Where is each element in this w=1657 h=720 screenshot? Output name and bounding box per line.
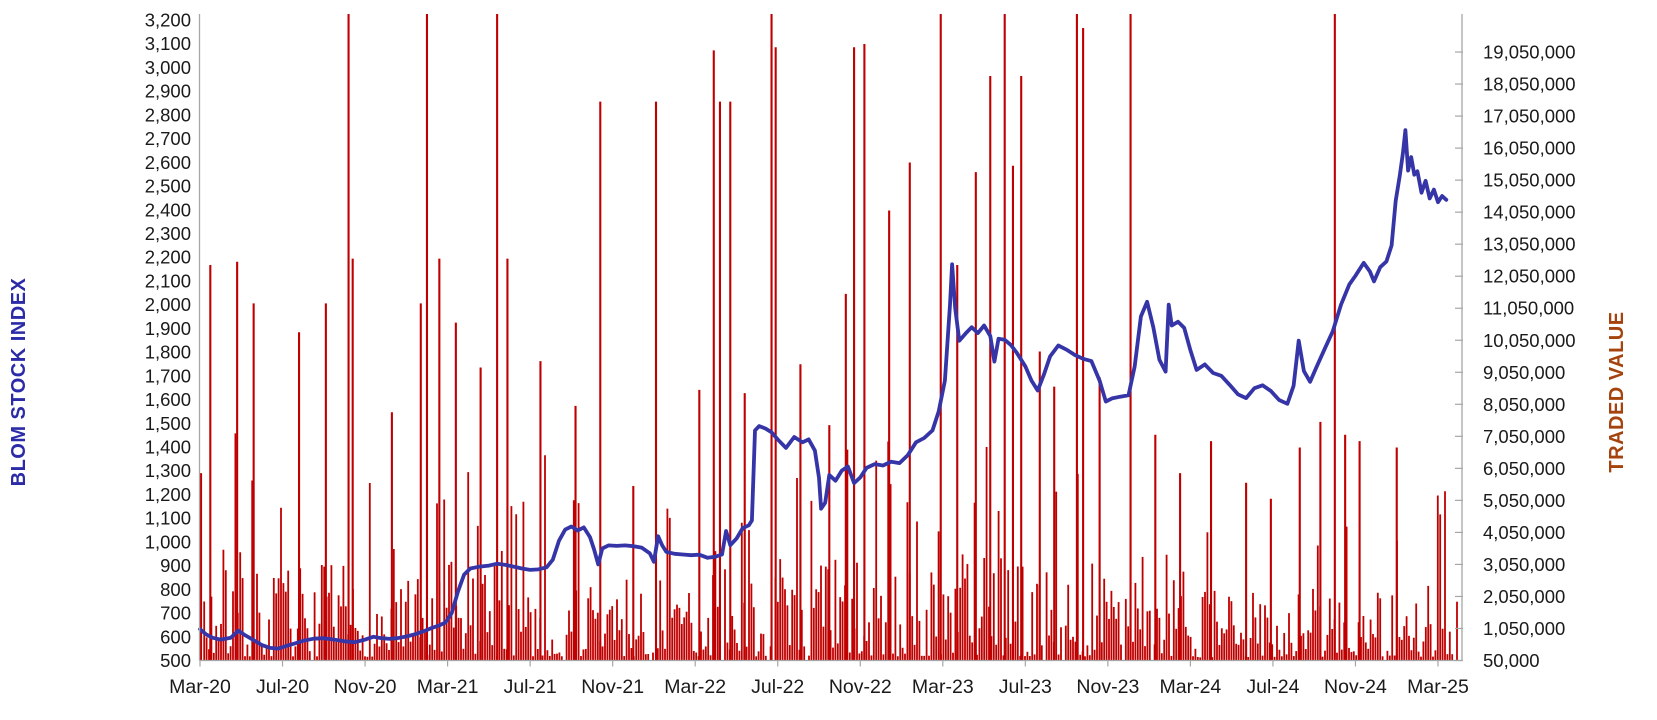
- svg-text:2,500: 2,500: [145, 176, 191, 197]
- svg-text:7,050,000: 7,050,000: [1483, 426, 1565, 447]
- svg-text:50,000: 50,000: [1483, 650, 1540, 671]
- svg-text:800: 800: [160, 579, 191, 600]
- svg-text:17,050,000: 17,050,000: [1483, 106, 1576, 127]
- svg-text:1,000: 1,000: [145, 531, 191, 552]
- svg-text:Jul-23: Jul-23: [999, 676, 1052, 698]
- svg-text:8,050,000: 8,050,000: [1483, 394, 1565, 415]
- svg-text:2,050,000: 2,050,000: [1483, 586, 1565, 607]
- svg-text:900: 900: [160, 555, 191, 576]
- index-line: [198, 128, 1449, 651]
- svg-text:3,000: 3,000: [145, 57, 191, 78]
- svg-text:15,050,000: 15,050,000: [1483, 170, 1576, 191]
- svg-text:Nov-20: Nov-20: [334, 676, 397, 698]
- svg-text:19,050,000: 19,050,000: [1483, 42, 1576, 63]
- right-axis-tick-labels: 19,050,000 18,050,000 17,050,000 16,050,000…: [1483, 42, 1576, 671]
- svg-text:3,050,000: 3,050,000: [1483, 554, 1565, 575]
- svg-text:2,600: 2,600: [145, 152, 191, 173]
- svg-text:Nov-24: Nov-24: [1324, 676, 1387, 698]
- svg-text:1,400: 1,400: [145, 437, 191, 458]
- svg-text:Mar-20: Mar-20: [169, 676, 231, 698]
- axis-lines: [198, 14, 1463, 667]
- svg-text:1,500: 1,500: [145, 413, 191, 434]
- svg-text:Jul-24: Jul-24: [1246, 676, 1299, 698]
- svg-text:Mar-22: Mar-22: [664, 676, 726, 698]
- svg-text:Jul-21: Jul-21: [504, 676, 557, 698]
- svg-text:13,050,000: 13,050,000: [1483, 234, 1576, 255]
- svg-text:11,050,000: 11,050,000: [1483, 298, 1574, 319]
- svg-text:10,050,000: 10,050,000: [1483, 330, 1576, 351]
- svg-text:Jul-22: Jul-22: [751, 676, 804, 698]
- svg-text:2,400: 2,400: [145, 199, 191, 220]
- svg-text:1,900: 1,900: [145, 318, 191, 339]
- svg-text:1,300: 1,300: [145, 460, 191, 481]
- svg-text:1,600: 1,600: [145, 389, 191, 410]
- svg-text:1,200: 1,200: [145, 484, 191, 505]
- svg-text:1,050,000: 1,050,000: [1483, 618, 1565, 639]
- svg-text:Mar-23: Mar-23: [912, 676, 974, 698]
- svg-text:Nov-22: Nov-22: [829, 676, 892, 698]
- svg-text:3,200: 3,200: [145, 10, 191, 31]
- svg-text:500: 500: [160, 650, 191, 671]
- svg-text:18,050,000: 18,050,000: [1483, 74, 1576, 95]
- svg-text:Mar-21: Mar-21: [417, 676, 479, 698]
- svg-text:2,700: 2,700: [145, 128, 191, 149]
- svg-text:12,050,000: 12,050,000: [1483, 266, 1576, 287]
- svg-text:2,300: 2,300: [145, 223, 191, 244]
- svg-text:2,000: 2,000: [145, 294, 191, 315]
- svg-text:2,100: 2,100: [145, 270, 191, 291]
- x-axis-tick-labels: Mar-20 Jul-20 Nov-20 Mar-21 Jul-21 Nov-21 Mar-…: [169, 676, 1469, 698]
- svg-text:1,800: 1,800: [145, 342, 191, 363]
- svg-text:16,050,000: 16,050,000: [1483, 138, 1576, 159]
- svg-text:9,050,000: 9,050,000: [1483, 362, 1565, 383]
- svg-text:700: 700: [160, 603, 191, 624]
- svg-text:2,800: 2,800: [145, 104, 191, 125]
- svg-text:Nov-23: Nov-23: [1076, 676, 1139, 698]
- svg-text:4,050,000: 4,050,000: [1483, 522, 1565, 543]
- traded-value-bars: [199, 14, 1458, 660]
- svg-text:14,050,000: 14,050,000: [1483, 202, 1576, 223]
- svg-text:2,900: 2,900: [145, 81, 191, 102]
- svg-text:Nov-21: Nov-21: [581, 676, 644, 698]
- right-axis-title: TRADED VALUE: [1606, 311, 1628, 472]
- svg-text:5,050,000: 5,050,000: [1483, 490, 1565, 511]
- svg-text:1,100: 1,100: [145, 508, 191, 529]
- svg-text:6,050,000: 6,050,000: [1483, 458, 1565, 479]
- svg-text:Mar-25: Mar-25: [1407, 676, 1469, 698]
- svg-text:Mar-24: Mar-24: [1160, 676, 1222, 698]
- svg-text:Jul-20: Jul-20: [256, 676, 309, 698]
- svg-text:3,100: 3,100: [145, 33, 191, 54]
- left-axis-title: BLOM STOCK INDEX: [8, 277, 30, 486]
- svg-text:1,700: 1,700: [145, 365, 191, 386]
- svg-text:600: 600: [160, 626, 191, 647]
- svg-text:2,200: 2,200: [145, 247, 191, 268]
